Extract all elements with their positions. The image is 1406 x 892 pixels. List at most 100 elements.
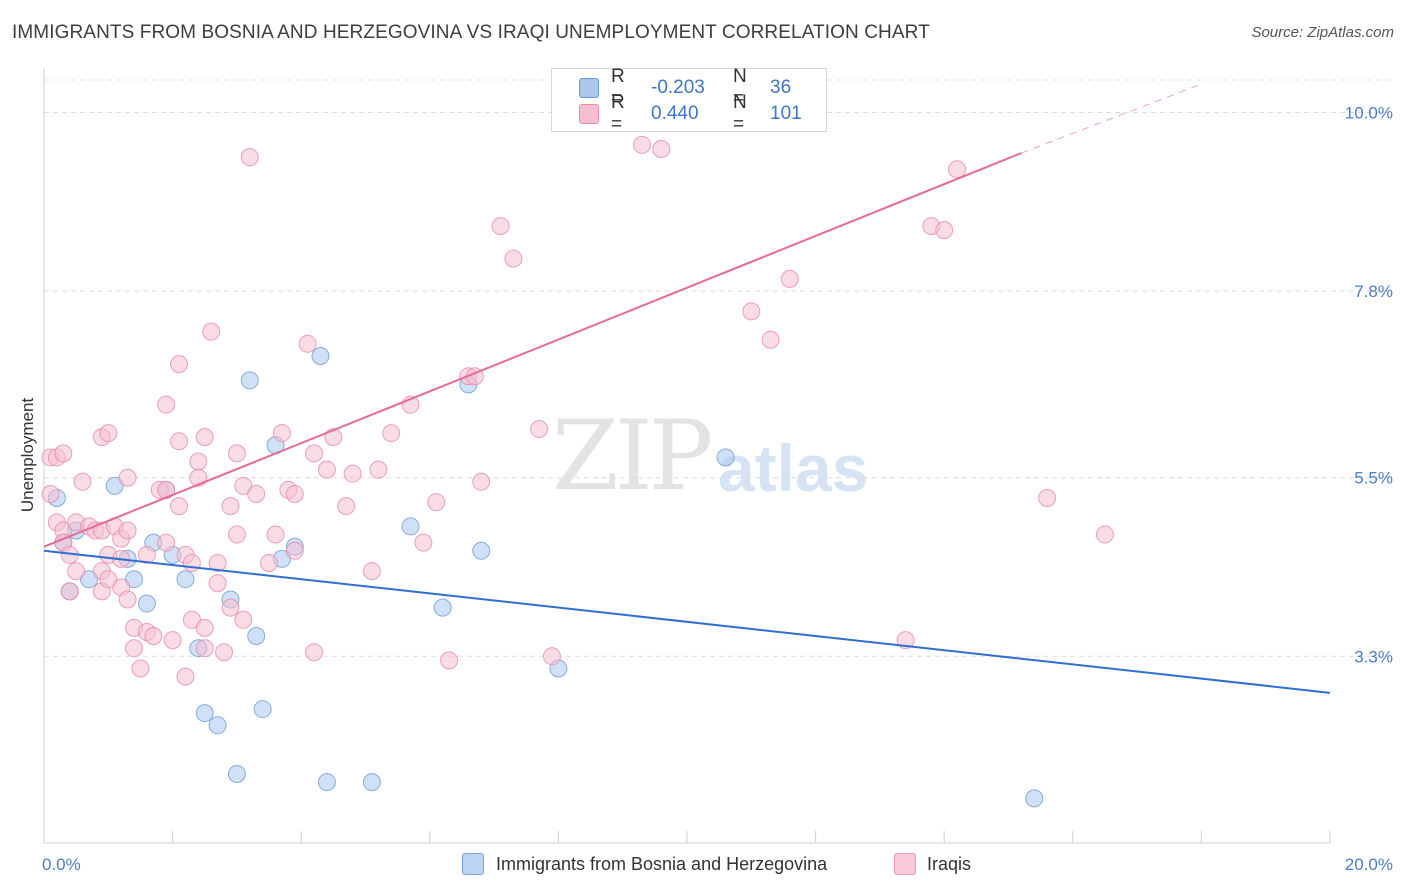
legend-n-value: 101	[770, 103, 802, 124]
legend-n-label: N =	[733, 92, 747, 135]
point-iraqis	[208, 574, 227, 593]
point-iraqis	[118, 590, 137, 609]
point-bosnia	[208, 716, 227, 735]
tick-labels: 3.3% 5.5% 7.8% 10.0% 0.0% 20.0% Unemployment	[18, 103, 1393, 874]
point-iraqis	[234, 476, 253, 495]
gridlines	[44, 79, 1392, 657]
point-iraqis	[208, 553, 227, 572]
point-iraqis	[305, 643, 324, 662]
point-iraqis	[118, 468, 137, 487]
point-iraqis	[1095, 525, 1114, 544]
point-bosnia	[125, 570, 144, 589]
point-iraqis	[285, 484, 304, 503]
point-iraqis	[742, 302, 761, 321]
bottom-legend-swatch-iraqis	[894, 853, 916, 875]
point-iraqis	[382, 424, 401, 443]
point-iraqis	[542, 647, 561, 666]
point-iraqis	[195, 618, 214, 637]
point-bosnia	[311, 346, 330, 365]
trend-lines	[43, 83, 1331, 694]
point-iraqis	[182, 610, 201, 629]
point-bosnia	[176, 570, 195, 589]
point-iraqis	[266, 525, 285, 544]
y-axis-title: Unemployment	[18, 398, 37, 513]
trend-line-bosnia	[43, 549, 1331, 694]
point-iraqis	[504, 249, 523, 268]
point-bosnia	[80, 570, 99, 589]
point-iraqis	[215, 643, 234, 662]
point-bosnia	[433, 598, 452, 617]
point-bosnia	[240, 371, 259, 390]
point-iraqis	[41, 484, 60, 503]
trend-line-iraqis	[43, 152, 1022, 548]
watermark-atlas: atlas	[718, 431, 869, 505]
point-iraqis	[240, 148, 259, 167]
point-iraqis	[362, 562, 381, 581]
point-bosnia	[195, 704, 214, 723]
x-tick-label: 0.0%	[42, 855, 81, 874]
point-bosnia	[401, 517, 420, 536]
point-iraqis	[780, 269, 799, 288]
point-iraqis	[285, 541, 304, 560]
point-iraqis	[234, 610, 253, 629]
point-bosnia	[472, 541, 491, 560]
point-iraqis	[157, 395, 176, 414]
point-iraqis	[652, 139, 671, 158]
legend-swatch-iraqis	[579, 104, 599, 124]
point-iraqis	[144, 627, 163, 646]
point-iraqis	[182, 553, 201, 572]
point-iraqis	[202, 322, 221, 341]
y-tick-label: 3.3%	[1354, 647, 1393, 666]
point-iraqis	[163, 631, 182, 650]
point-iraqis	[221, 598, 240, 617]
legend-r-label: R =	[611, 66, 625, 109]
point-iraqis	[157, 533, 176, 552]
point-bosnia	[317, 773, 336, 792]
point-iraqis	[170, 432, 189, 451]
trend-line-iraqis-extension	[1021, 83, 1202, 154]
y-tick-label: 7.8%	[1354, 282, 1393, 301]
point-iraqis	[491, 217, 510, 236]
point-iraqis	[170, 497, 189, 516]
point-iraqis	[227, 444, 246, 463]
point-iraqis	[337, 497, 356, 516]
x-tick-label: 20.0%	[1345, 855, 1393, 874]
point-iraqis	[195, 428, 214, 447]
legend-r-value: 0.440	[651, 103, 699, 124]
point-iraqis	[761, 330, 780, 349]
point-bosnia	[227, 765, 246, 784]
source-label: Source: ZipAtlas.com	[1251, 24, 1394, 41]
point-iraqis	[427, 493, 446, 512]
point-bosnia	[105, 476, 124, 495]
point-bosnia	[1025, 789, 1044, 808]
point-bosnia	[362, 773, 381, 792]
legend-n-value: 36	[770, 77, 792, 98]
point-iraqis	[118, 521, 137, 540]
point-iraqis	[896, 631, 915, 650]
point-iraqis	[440, 651, 459, 670]
point-iraqis	[221, 497, 240, 516]
point-iraqis	[99, 570, 118, 589]
point-iraqis	[369, 460, 388, 479]
point-iraqis	[343, 464, 362, 483]
point-iraqis	[317, 460, 336, 479]
point-iraqis	[227, 525, 246, 544]
legend-swatch-bosnia	[579, 78, 599, 98]
point-iraqis	[99, 424, 118, 443]
point-iraqis	[305, 444, 324, 463]
point-bosnia	[716, 448, 735, 467]
point-iraqis	[414, 533, 433, 552]
point-bosnia	[137, 594, 156, 613]
point-iraqis	[530, 420, 549, 439]
bottom-legend-label-bosnia: Immigrants from Bosnia and Herzegovina	[496, 854, 828, 874]
y-tick-label: 10.0%	[1345, 103, 1393, 122]
point-iraqis	[131, 659, 150, 678]
point-bosnia	[253, 700, 272, 719]
point-iraqis	[176, 667, 195, 686]
bottom-legend-label-iraqis: Iraqis	[927, 854, 972, 874]
point-iraqis	[632, 135, 651, 154]
point-iraqis	[272, 424, 291, 443]
point-iraqis	[73, 472, 92, 491]
point-iraqis	[472, 472, 491, 491]
